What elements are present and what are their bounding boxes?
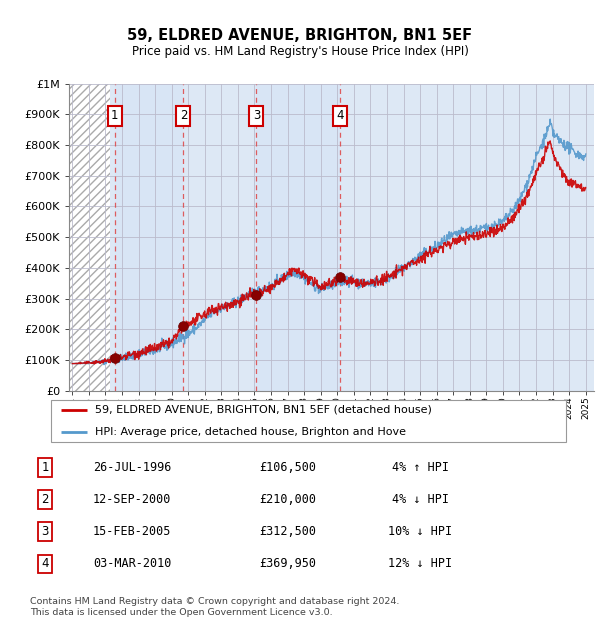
Text: 4% ↑ HPI: 4% ↑ HPI xyxy=(392,461,449,474)
Text: 3: 3 xyxy=(253,109,260,122)
Text: 2: 2 xyxy=(41,493,49,506)
Text: Price paid vs. HM Land Registry's House Price Index (HPI): Price paid vs. HM Land Registry's House … xyxy=(131,45,469,58)
Text: £106,500: £106,500 xyxy=(260,461,317,474)
Bar xyxy=(115,84,184,391)
Text: £312,500: £312,500 xyxy=(260,525,317,538)
Text: £210,000: £210,000 xyxy=(260,493,317,506)
Text: 4% ↓ HPI: 4% ↓ HPI xyxy=(392,493,449,506)
Text: 4: 4 xyxy=(41,557,49,570)
Text: 12% ↓ HPI: 12% ↓ HPI xyxy=(388,557,452,570)
Text: 26-JUL-1996: 26-JUL-1996 xyxy=(93,461,171,474)
Text: £369,950: £369,950 xyxy=(260,557,317,570)
Text: 2: 2 xyxy=(179,109,187,122)
Text: 10% ↓ HPI: 10% ↓ HPI xyxy=(388,525,452,538)
Bar xyxy=(256,84,340,391)
Text: 03-MAR-2010: 03-MAR-2010 xyxy=(93,557,171,570)
Text: 12-SEP-2000: 12-SEP-2000 xyxy=(93,493,171,506)
Text: 59, ELDRED AVENUE, BRIGHTON, BN1 5EF (detached house): 59, ELDRED AVENUE, BRIGHTON, BN1 5EF (de… xyxy=(95,405,432,415)
Text: 15-FEB-2005: 15-FEB-2005 xyxy=(93,525,171,538)
Text: Contains HM Land Registry data © Crown copyright and database right 2024.
This d: Contains HM Land Registry data © Crown c… xyxy=(30,598,400,617)
FancyBboxPatch shape xyxy=(50,401,566,441)
Text: 59, ELDRED AVENUE, BRIGHTON, BN1 5EF: 59, ELDRED AVENUE, BRIGHTON, BN1 5EF xyxy=(127,28,473,43)
Text: 3: 3 xyxy=(41,525,49,538)
Text: 1: 1 xyxy=(41,461,49,474)
Text: 4: 4 xyxy=(337,109,344,122)
Text: HPI: Average price, detached house, Brighton and Hove: HPI: Average price, detached house, Brig… xyxy=(95,427,406,437)
Text: 1: 1 xyxy=(111,109,119,122)
